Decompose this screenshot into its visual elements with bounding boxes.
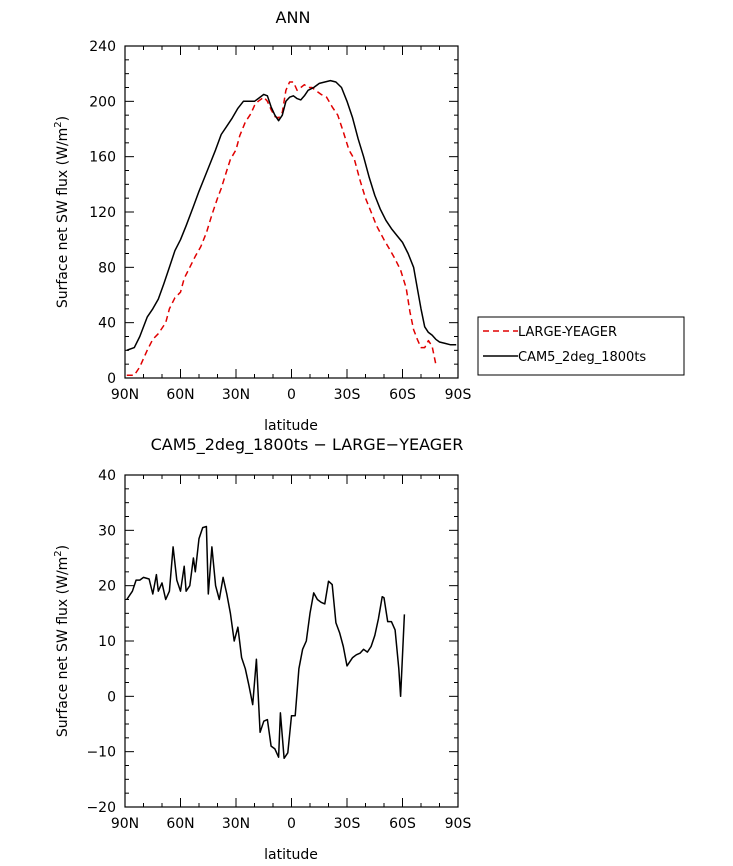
y-tick-label: −10: [86, 745, 116, 761]
ticks-top: [124, 45, 459, 379]
y-tick-label: 40: [98, 316, 116, 332]
x-tick-labels-bottom: 90N 60N 30N 0 30S 60S 90S: [111, 816, 472, 832]
legend-box: [477, 316, 685, 376]
x-tick-label: 60N: [166, 387, 194, 403]
x-tick-label: 0: [287, 387, 296, 403]
chart-title-top: ANN: [276, 8, 311, 27]
y-tick-labels-top: 0 40 80 120 160 200 240: [89, 39, 116, 387]
x-tick-label: 90N: [111, 387, 139, 403]
x-axis-label-top: latitude: [264, 418, 318, 434]
x-tick-label: 60S: [389, 816, 416, 832]
x-tick-label: 90N: [111, 816, 139, 832]
panel-top: ANN 90N 60N 30N 0 30S 60S 90S 0 40 80 120 160 200 24…: [53, 8, 471, 434]
y-tick-label: 120: [89, 205, 116, 221]
panel-bottom: CAM5_2deg_1800ts − LARGE−YEAGER 90N 60N 30…: [53, 435, 471, 863]
y-tick-label: 0: [107, 371, 116, 387]
chart-title-bottom: CAM5_2deg_1800ts − LARGE−YEAGER: [151, 435, 464, 455]
x-tick-label: 0: [287, 816, 296, 832]
y-axis-label-top: Surface net SW flux (W/m2): [53, 116, 71, 308]
difference-line: [126, 525, 406, 760]
x-tick-labels-top: 90N 60N 30N 0 30S 60S 90S: [111, 387, 472, 403]
legend-label-large-yeager: LARGE-YEAGER: [518, 325, 617, 340]
x-tick-label: 90S: [445, 387, 472, 403]
legend: LARGE-YEAGER CAM5_2deg_1800ts: [477, 316, 685, 376]
y-tick-label: −20: [86, 800, 116, 816]
legend-label-cam5: CAM5_2deg_1800ts: [518, 350, 646, 365]
ticks-bottom: [124, 474, 459, 808]
x-tick-label: 30S: [334, 816, 361, 832]
y-tick-labels-bottom: −20 −10 0 10 20 30 40: [86, 468, 116, 816]
y-tick-label: 200: [89, 94, 116, 110]
y-tick-label: 160: [89, 150, 116, 166]
y-tick-label: 240: [89, 39, 116, 55]
y-tick-label: 0: [107, 689, 116, 705]
y-tick-label: 40: [98, 468, 116, 484]
x-tick-label: 60N: [166, 816, 194, 832]
series-line-large-yeager: [126, 81, 437, 376]
series-line-cam5-2deg-1800ts: [126, 79, 457, 352]
y-axis-label-bottom: Surface net SW flux (W/m2): [53, 545, 71, 737]
y-tick-label: 10: [98, 634, 116, 650]
x-tick-label: 30S: [334, 387, 361, 403]
x-tick-label: 60S: [389, 387, 416, 403]
plot-frame-bottom: [124, 474, 459, 808]
x-tick-label: 30N: [222, 816, 250, 832]
x-axis-label-bottom: latitude: [264, 847, 318, 863]
series-lines-bottom: [126, 525, 406, 760]
y-tick-label: 20: [98, 579, 116, 595]
y-tick-label: 80: [98, 260, 116, 276]
x-tick-label: 30N: [222, 387, 250, 403]
series-lines-top: [126, 79, 457, 376]
y-tick-label: 30: [98, 523, 116, 539]
x-tick-label: 90S: [445, 816, 472, 832]
